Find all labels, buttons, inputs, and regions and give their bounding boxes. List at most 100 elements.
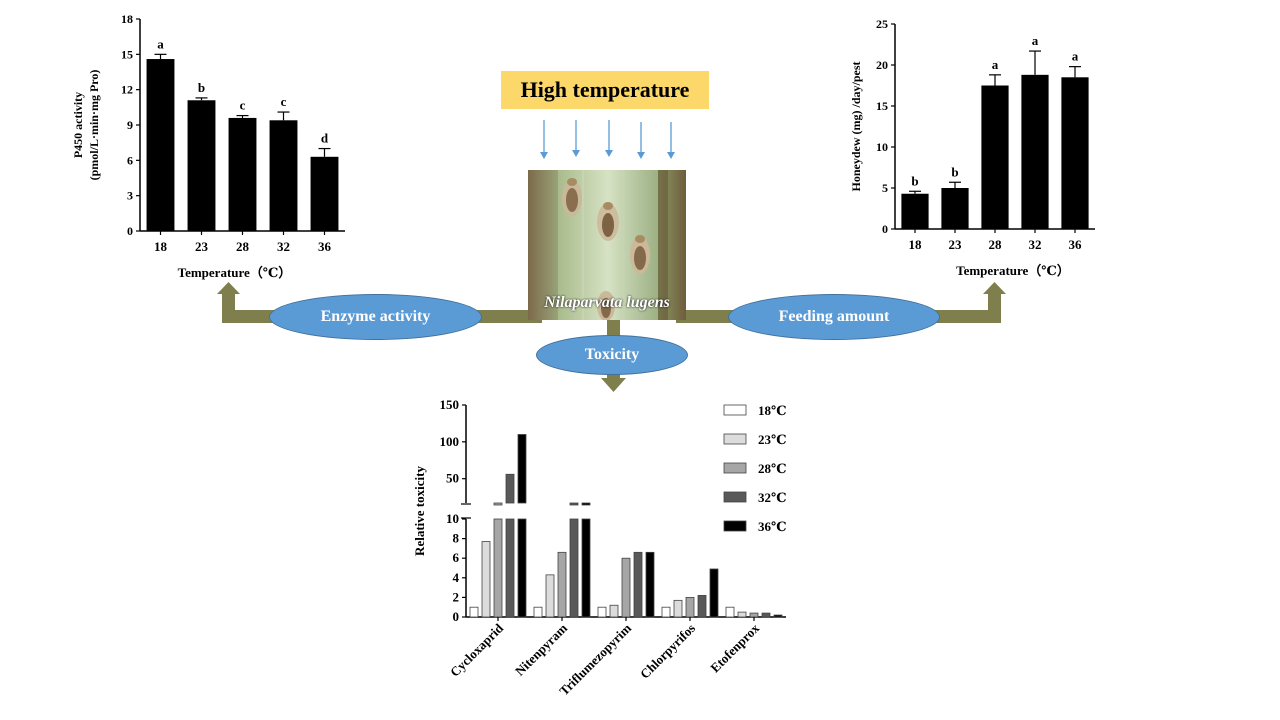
bar-Cycloxaprid-28℃ bbox=[493, 518, 503, 618]
bar-Chlorpyrifos-18℃ bbox=[661, 606, 671, 618]
significance-letter: b bbox=[951, 164, 958, 179]
x-tick-label: 23 bbox=[949, 237, 963, 252]
bar-28 bbox=[228, 117, 257, 231]
bar-Chlorpyrifos-23℃ bbox=[673, 599, 683, 618]
significance-letter: b bbox=[911, 173, 918, 188]
left-arrowhead bbox=[217, 282, 240, 294]
bar-Triflumezopyrim-23℃ bbox=[609, 604, 619, 618]
y-tick-label: 150 bbox=[440, 397, 460, 412]
x-tick-label: 18 bbox=[154, 239, 168, 254]
y-tick-label: 12 bbox=[121, 83, 133, 97]
honeydew-chart: 0 5 10 15 20 25 b 18 b 23 a 28 a 32 a 36 Temperature（℃） H… bbox=[849, 17, 1095, 278]
bar-Nitenpyram-18℃ bbox=[533, 606, 543, 618]
high-temperature-label: High temperature bbox=[501, 71, 709, 109]
significance-letter: a bbox=[157, 36, 164, 51]
y-tick-label: 10 bbox=[446, 511, 459, 526]
bar-Etofenprox-32℃ bbox=[761, 612, 771, 618]
bar-upper-Cycloxaprid-28℃ bbox=[493, 502, 503, 506]
bar-Etofenprox-28℃ bbox=[749, 612, 759, 618]
y-tick-label: 5 bbox=[882, 181, 888, 195]
y-tick-label: 4 bbox=[453, 570, 460, 585]
legend-swatch bbox=[723, 404, 747, 416]
bar-23 bbox=[187, 100, 216, 232]
heat-arrowhead-1 bbox=[540, 152, 548, 159]
down-arrowhead bbox=[601, 378, 626, 392]
y-tick-label: 8 bbox=[453, 531, 460, 546]
x-tick-label: Etofenprox bbox=[707, 620, 762, 675]
bar-32 bbox=[1021, 74, 1049, 229]
heat-arrowhead-3 bbox=[605, 150, 613, 157]
significance-letter: b bbox=[198, 80, 205, 95]
y-tick-label: 50 bbox=[446, 471, 459, 486]
planthopper-1 bbox=[562, 178, 582, 216]
stem-shadow bbox=[658, 170, 668, 320]
x-tick-label: 18 bbox=[909, 237, 923, 252]
bar-Etofenprox-36℃ bbox=[773, 614, 783, 618]
legend-label: 32℃ bbox=[758, 490, 787, 505]
x-tick-label: 32 bbox=[1029, 237, 1042, 252]
y-axis-units: (pmol/L·min·mg Pro) bbox=[87, 70, 101, 181]
planthopper-3 bbox=[630, 235, 650, 274]
p450-activity-chart: 0369121518a18b23c28c32d36Temperature（℃）P… bbox=[71, 12, 345, 280]
bar-Chlorpyrifos-28℃ bbox=[685, 596, 695, 618]
significance-letter: c bbox=[281, 94, 287, 109]
bar-upper-Nitenpyram-36℃ bbox=[581, 502, 591, 506]
planthopper-4 bbox=[597, 291, 615, 320]
legend-swatch bbox=[723, 462, 747, 474]
bar-upper-Cycloxaprid-32℃ bbox=[505, 473, 515, 504]
bar-Etofenprox-23℃ bbox=[737, 611, 747, 618]
bar-Cycloxaprid-23℃ bbox=[481, 541, 491, 618]
bar-36 bbox=[1061, 77, 1089, 229]
x-tick-label: 36 bbox=[318, 239, 332, 254]
bar-18 bbox=[901, 193, 929, 229]
x-axis-label: Temperature（℃） bbox=[178, 265, 292, 280]
bar-Etofenprox-18℃ bbox=[725, 606, 735, 618]
y-tick-label: 6 bbox=[453, 550, 460, 565]
y-tick-label: 9 bbox=[127, 118, 133, 132]
heat-arrowhead-4 bbox=[637, 152, 645, 159]
heat-arrowhead-2 bbox=[572, 150, 580, 157]
legend-label: 28℃ bbox=[758, 461, 787, 476]
bar-23 bbox=[941, 188, 969, 229]
species-name: Nilaparvata lugens bbox=[544, 294, 670, 311]
legend-label: 18℃ bbox=[758, 403, 787, 418]
y-tick-label: 0 bbox=[882, 222, 888, 236]
y-axis-label: Relative toxicity bbox=[412, 466, 427, 556]
legend-swatch bbox=[723, 491, 747, 503]
y-tick-label: 3 bbox=[127, 189, 133, 203]
x-tick-label: 28 bbox=[989, 237, 1003, 252]
significance-letter: c bbox=[240, 98, 246, 113]
y-tick-label: 15 bbox=[876, 99, 888, 113]
planthopper-photo bbox=[528, 170, 686, 320]
bar-Nitenpyram-36℃ bbox=[581, 518, 591, 618]
legend-label: 23℃ bbox=[758, 432, 787, 447]
x-axis-label: Temperature（℃） bbox=[956, 263, 1070, 278]
y-axis-label: Honeydew (mg) /day/pest bbox=[849, 62, 863, 192]
bar-Triflumezopyrim-28℃ bbox=[621, 557, 631, 618]
bar-Triflumezopyrim-36℃ bbox=[645, 551, 655, 618]
right-arrowhead bbox=[983, 282, 1006, 294]
bar-18 bbox=[146, 59, 175, 231]
x-tick-label: Nitenpyram bbox=[512, 620, 570, 678]
bar-Cycloxaprid-18℃ bbox=[469, 606, 479, 618]
y-tick-label: 20 bbox=[876, 58, 888, 72]
left-connector-up bbox=[222, 292, 235, 323]
bar-Chlorpyrifos-36℃ bbox=[709, 568, 719, 618]
bar-Triflumezopyrim-32℃ bbox=[633, 551, 643, 618]
heat-arrowhead-5 bbox=[667, 152, 675, 159]
x-tick-label: 28 bbox=[236, 239, 250, 254]
bar-Cycloxaprid-32℃ bbox=[505, 518, 515, 618]
feeding-amount-ellipse: Feeding amount bbox=[728, 294, 940, 340]
y-axis-label-group: P450 activity (pmol/L·min·mg Pro) bbox=[71, 70, 101, 181]
y-tick-label: 10 bbox=[876, 140, 888, 154]
significance-letter: a bbox=[992, 57, 999, 72]
x-tick-label: 36 bbox=[1069, 237, 1083, 252]
y-tick-label: 25 bbox=[876, 17, 888, 31]
x-tick-label: 32 bbox=[277, 239, 290, 254]
y-tick-label: 18 bbox=[121, 12, 133, 26]
y-axis-label: P450 activity bbox=[71, 92, 85, 158]
y-axis-label-group: Honeydew (mg) /day/pest bbox=[849, 62, 863, 192]
y-tick-label: 0 bbox=[127, 224, 133, 238]
x-tick-label: Cycloxaprid bbox=[447, 620, 507, 680]
